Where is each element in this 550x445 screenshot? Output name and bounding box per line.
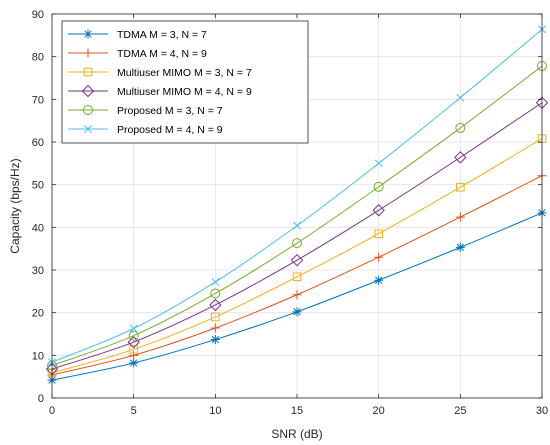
- data-point: [455, 212, 465, 222]
- legend-item: Proposed M = 4, N = 9: [68, 124, 223, 136]
- data-point: [129, 324, 138, 333]
- data-point: [373, 181, 384, 192]
- y-tick-label: 90: [32, 9, 44, 21]
- data-point: [127, 335, 140, 349]
- legend-item: Multiuser MIMO M = 3, N = 7: [68, 67, 252, 79]
- data-point: [292, 307, 302, 317]
- data-point: [454, 151, 467, 164]
- x-tick-label: 20: [373, 405, 385, 417]
- y-tick-label: 0: [38, 393, 44, 405]
- legend-swatch-marker: [84, 125, 92, 133]
- legend-item: Proposed M = 3, N = 7: [68, 105, 223, 117]
- series-line: [51, 65, 543, 367]
- series-5: [47, 61, 547, 371]
- y-axis-title: Capacity (bps/Hz): [8, 158, 22, 253]
- y-tick-label: 50: [32, 180, 44, 192]
- data-point: [211, 312, 220, 322]
- data-point: [374, 252, 384, 262]
- data-point: [455, 242, 465, 252]
- legend-swatch-marker: [83, 29, 93, 39]
- series-line: [51, 102, 543, 370]
- x-tick-label: 15: [291, 405, 303, 417]
- data-point: [129, 358, 139, 368]
- y-tick-label: 20: [32, 308, 44, 320]
- data-point: [211, 277, 220, 286]
- data-point: [455, 122, 466, 133]
- legend-label: Proposed M = 4, N = 9: [117, 124, 223, 136]
- legend: TDMA M = 3, N = 7 TDMA M = 4, N = 9 Multiu…: [61, 20, 309, 144]
- legend-item: Multiuser MIMO M = 4, N = 9: [68, 84, 252, 98]
- legend-item: TDMA M = 4, N = 9: [68, 48, 207, 60]
- data-point: [210, 323, 220, 333]
- x-tick-label: 10: [209, 405, 221, 417]
- data-point: [129, 345, 138, 354]
- series-layer: [45, 25, 549, 385]
- x-tick-label: 5: [131, 405, 137, 417]
- legend-swatch-marker: [83, 48, 93, 58]
- y-tick-label: 30: [32, 265, 44, 277]
- data-point: [293, 221, 301, 230]
- y-tick-label: 10: [32, 350, 44, 362]
- data-point: [209, 298, 222, 312]
- data-point: [210, 288, 221, 299]
- x-tick-label: 0: [49, 405, 55, 417]
- x-tick-label: 25: [454, 405, 466, 417]
- legend-label: Proposed M = 3, N = 7: [117, 105, 223, 117]
- data-point: [292, 238, 302, 249]
- axis-ticks: 0 5 10 15 20 25 30 0 10 20 30 40 50 60 70 80 90: [32, 9, 548, 417]
- legend-swatch-marker: [83, 67, 93, 77]
- legend-swatch-marker: [81, 84, 95, 98]
- data-point: [456, 182, 465, 192]
- x-axis-title: SNR (dB): [271, 427, 322, 441]
- y-tick-label: 80: [32, 52, 44, 64]
- data-point: [129, 350, 139, 360]
- legend-label: TDMA M = 3, N = 7: [117, 29, 207, 41]
- x-tick-label: 30: [536, 405, 548, 417]
- data-point: [292, 272, 302, 282]
- data-point: [374, 275, 384, 285]
- data-point: [374, 229, 383, 239]
- data-point: [128, 330, 139, 341]
- legend-label: Multiuser MIMO M = 4, N = 9: [117, 86, 252, 98]
- legend-label: TDMA M = 4, N = 9: [117, 48, 207, 60]
- legend-box: [61, 20, 309, 144]
- y-tick-label: 40: [32, 222, 44, 234]
- y-tick-label: 70: [32, 94, 44, 106]
- data-point: [210, 335, 220, 345]
- data-point: [456, 93, 465, 102]
- data-point: [292, 290, 302, 300]
- data-point: [374, 159, 383, 168]
- legend-swatch-marker: [83, 105, 93, 115]
- legend-item: TDMA M = 3, N = 7: [68, 29, 207, 41]
- y-tick-label: 60: [32, 137, 44, 149]
- data-point: [290, 253, 304, 267]
- legend-label: Multiuser MIMO M = 3, N = 7: [117, 67, 252, 79]
- series-line: [51, 138, 543, 374]
- data-point: [372, 204, 385, 217]
